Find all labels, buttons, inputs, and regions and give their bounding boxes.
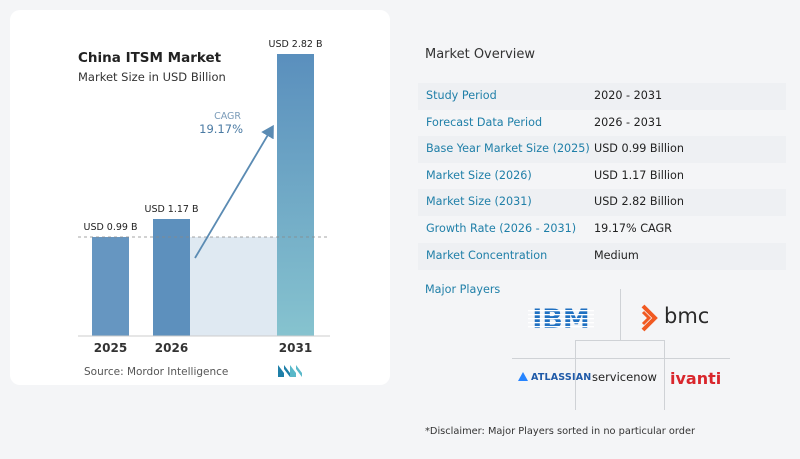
overview-row: Market Size (2031) USD 2.82 Billion (418, 189, 786, 217)
major-players-label: Major Players (425, 283, 501, 296)
ibm-logo: IBM (528, 304, 594, 332)
x-tick-label: 2026 (155, 341, 188, 355)
x-tick-label: 2031 (279, 341, 312, 355)
grid-divider (664, 340, 665, 410)
grid-divider (575, 340, 576, 410)
overview-title: Market Overview (425, 47, 536, 62)
overview-row-value: 19.17% CAGR (594, 222, 672, 235)
overview-row-label: Market Size (2026) (426, 168, 532, 182)
overview-row-value: USD 2.82 Billion (594, 195, 684, 209)
mordor-logo-icon (278, 365, 302, 377)
overview-row: Study Period 2020 - 2031 (418, 83, 786, 110)
bar-2025 (92, 237, 129, 336)
overview-row-label: Growth Rate (2026 - 2031) (426, 222, 577, 235)
overview-row-value: Medium (594, 248, 639, 262)
overview-row: Base Year Market Size (2025) USD 0.99 Bil… (418, 136, 786, 164)
bar-chart: USD 0.99 B 2025 USD 1.17 B 2026 USD 2.82 B 20… (78, 39, 330, 355)
overview-row-label: Study Period (426, 89, 497, 102)
overview-row-value: 2020 - 2031 (594, 89, 663, 102)
disclaimer: *Disclaimer: Major Players sorted in no … (425, 426, 696, 437)
data-label: USD 0.99 B (83, 222, 137, 233)
overview-row: Market Concentration Medium (418, 242, 786, 270)
ivanti-logo: ivanti (670, 369, 722, 388)
overview-row-label: Forecast Data Period (426, 115, 543, 129)
atlassian-logo: ATLASSIAN (518, 372, 591, 383)
cagr-arrow (194, 124, 274, 259)
data-label: USD 2.82 B (268, 39, 322, 50)
overview-row-value: USD 0.99 Billion (594, 142, 684, 156)
overview-row-label: Market Concentration (426, 248, 548, 262)
chart-subtitle: Market Size in USD Billion (78, 70, 226, 84)
bmc-chevron-icon (641, 304, 658, 332)
overview-row: Market Size (2026) USD 1.17 Billion (418, 163, 786, 190)
overview-row-label: Base Year Market Size (2025) (426, 142, 590, 156)
grid-divider (620, 289, 621, 341)
overview-row-value: USD 1.17 Billion (594, 168, 684, 182)
bar-2026 (153, 219, 190, 336)
bar-2031 (277, 54, 314, 336)
data-label: USD 1.17 B (144, 204, 198, 215)
x-tick-label: 2025 (94, 341, 127, 355)
grid-divider (575, 340, 665, 341)
forecast-band (190, 237, 277, 336)
atlassian-icon (518, 372, 528, 381)
overview-row: Growth Rate (2026 - 2031) 19.17% CAGR (418, 216, 786, 243)
overview-row: Forecast Data Period 2026 - 2031 (418, 110, 786, 137)
overview-row-label: Market Size (2031) (426, 195, 532, 209)
source-text: Source: Mordor Intelligence (84, 366, 229, 378)
cagr-value: 19.17% (199, 122, 243, 136)
grid-divider (512, 358, 730, 359)
bmc-logo: bmc (664, 304, 710, 328)
chart-title: China ITSM Market (78, 50, 222, 66)
servicenow-logo: servicenow (592, 370, 657, 384)
overview-row-value: 2026 - 2031 (594, 115, 663, 129)
cagr-label: CAGR (214, 111, 241, 122)
